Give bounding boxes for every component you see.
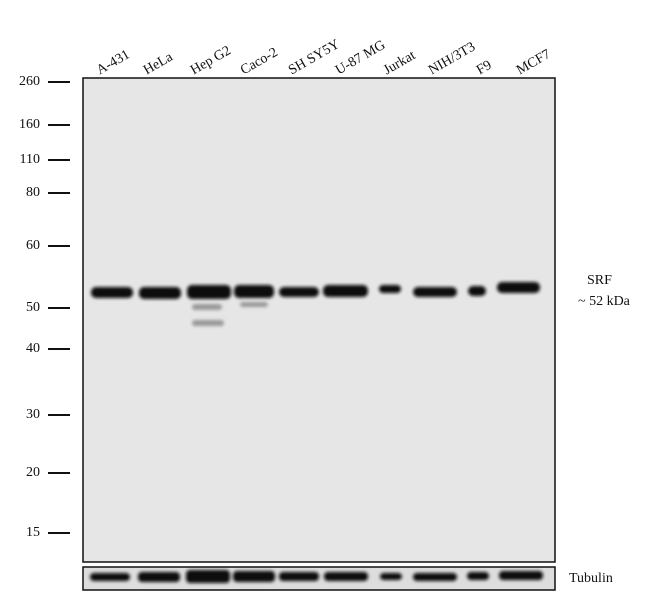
- marker-label: 30: [26, 407, 40, 422]
- lane-label: A-431: [94, 47, 132, 78]
- band: [497, 282, 540, 293]
- loading-control-label: Tubulin: [569, 571, 613, 586]
- marker-label: 60: [26, 238, 40, 253]
- marker-label: 80: [26, 185, 40, 200]
- band: [233, 571, 275, 582]
- minor-band: [240, 302, 268, 307]
- band: [139, 287, 181, 299]
- marker-label: 50: [26, 300, 40, 315]
- band: [499, 571, 543, 580]
- band: [91, 287, 133, 298]
- lane-labels: A-431 HeLa Hep G2 Caco-2 SH SY5Y U-87 MG…: [94, 37, 553, 78]
- size-label: ~ 52 kDa: [578, 294, 631, 309]
- band: [467, 572, 489, 580]
- band: [413, 573, 457, 581]
- lane-label: Jurkat: [381, 48, 418, 78]
- band: [279, 572, 319, 581]
- tubulin-bands: [90, 570, 543, 583]
- protein-label: SRF: [587, 273, 612, 288]
- marker-label: 15: [26, 525, 40, 540]
- band: [468, 286, 486, 296]
- band: [138, 572, 180, 582]
- band: [413, 287, 457, 297]
- band: [380, 573, 402, 580]
- minor-band: [192, 320, 224, 326]
- bands: [91, 282, 540, 326]
- band: [187, 285, 231, 299]
- marker-label: 110: [20, 152, 40, 167]
- lane-label: Hep G2: [188, 43, 234, 78]
- marker-label: 20: [26, 465, 40, 480]
- marker-label: 260: [19, 74, 40, 89]
- lane-label: U-87 MG: [333, 38, 388, 78]
- lane-label: Caco-2: [238, 45, 281, 78]
- band: [234, 285, 274, 298]
- lane-label: NIH/3T3: [426, 40, 478, 79]
- lane-label: HeLa: [141, 49, 176, 78]
- band: [379, 285, 401, 293]
- blot-membrane: [82, 77, 556, 563]
- marker-ladder: 260 160 110 80 60 50 40 30 20 15: [19, 74, 70, 540]
- band: [324, 572, 368, 581]
- marker-label: 40: [26, 341, 40, 356]
- lane-label: MCF7: [514, 47, 553, 78]
- lane-label: SH SY5Y: [286, 37, 342, 78]
- band: [186, 570, 230, 583]
- lane-label: F9: [474, 58, 494, 78]
- minor-band: [192, 304, 222, 310]
- marker-label: 160: [19, 117, 40, 132]
- band: [323, 285, 368, 297]
- band: [279, 287, 319, 297]
- band: [90, 573, 130, 581]
